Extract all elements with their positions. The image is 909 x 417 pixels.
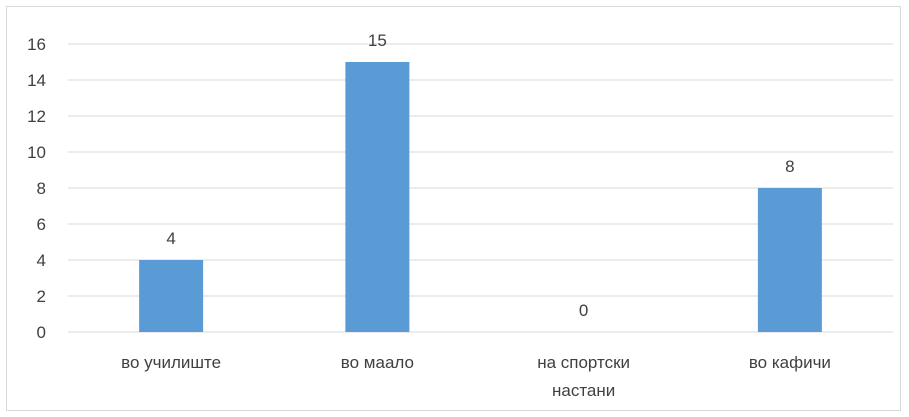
- data-label: 8: [785, 157, 794, 176]
- bars: [139, 62, 822, 332]
- gridlines: [68, 43, 893, 333]
- bar: [139, 260, 204, 332]
- category-label: во училиште: [121, 353, 221, 372]
- data-label: 0: [579, 301, 588, 320]
- data-label: 15: [368, 31, 387, 50]
- data-labels: 4 15 0 8: [166, 31, 794, 320]
- y-axis-ticks: 0 2 4 6 8 10 12 14 16: [27, 35, 46, 342]
- category-label: во кафичи: [749, 353, 831, 372]
- bar: [757, 188, 822, 332]
- y-tick-label: 10: [27, 143, 46, 162]
- y-tick-label: 0: [37, 323, 46, 342]
- y-tick-label: 6: [37, 215, 46, 234]
- category-label: настани: [552, 381, 615, 400]
- category-label: во маало: [341, 353, 414, 372]
- y-tick-label: 2: [37, 287, 46, 306]
- y-tick-label: 16: [27, 35, 46, 54]
- y-tick-label: 8: [37, 179, 46, 198]
- y-tick-label: 14: [27, 71, 46, 90]
- bar: [345, 62, 410, 332]
- x-axis-categories: во училиште во маало на спортски настани во …: [121, 353, 831, 400]
- y-tick-label: 12: [27, 107, 46, 126]
- y-tick-label: 4: [37, 251, 46, 270]
- data-label: 4: [166, 229, 175, 248]
- chart-frame: [6, 6, 901, 411]
- category-label: на спортски: [537, 353, 630, 372]
